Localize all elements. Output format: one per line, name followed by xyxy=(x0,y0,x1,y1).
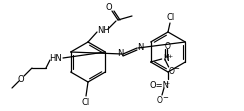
Text: O: O xyxy=(106,3,112,12)
Text: O: O xyxy=(157,95,163,104)
Text: N: N xyxy=(163,54,169,62)
Text: O: O xyxy=(169,66,175,75)
Text: N: N xyxy=(137,43,143,52)
Text: O: O xyxy=(165,42,171,51)
Text: +: + xyxy=(167,54,172,58)
Text: −: − xyxy=(174,66,180,72)
Text: O: O xyxy=(18,74,24,83)
Text: Cl: Cl xyxy=(82,97,90,106)
Text: +: + xyxy=(164,80,170,85)
Text: HN: HN xyxy=(50,54,62,62)
Text: Cl: Cl xyxy=(167,14,175,23)
Text: NH: NH xyxy=(97,26,109,35)
Text: −: − xyxy=(162,95,168,101)
Text: N: N xyxy=(117,49,123,58)
Text: O=N: O=N xyxy=(150,80,170,89)
